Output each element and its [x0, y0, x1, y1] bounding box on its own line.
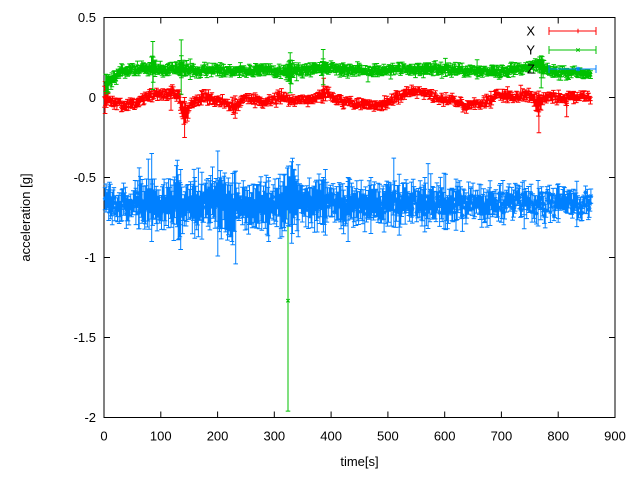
axis-ticks: [103, 17, 616, 418]
y-axis-label: acceleration [g]: [18, 173, 33, 261]
x-tick-label: 600: [434, 429, 456, 444]
series-x-markers: [102, 86, 593, 120]
y-tick-label: -1: [84, 250, 96, 265]
legend-sample-x: [548, 27, 597, 35]
x-axis-label: time[s]: [340, 454, 378, 469]
series-y: [103, 39, 597, 412]
legend-sample-z: [548, 65, 597, 73]
x-tick-label: 400: [320, 429, 342, 444]
y-tick-label: 0.5: [78, 10, 96, 25]
x-tick-label: 0: [100, 429, 107, 444]
series-y-markers: [103, 60, 593, 303]
legend-label-z: Z: [527, 62, 535, 77]
x-tick-label: 700: [491, 429, 513, 444]
series-x: [102, 27, 597, 138]
y-tick-label: -0.5: [74, 170, 96, 185]
x-tick-label: 500: [377, 429, 399, 444]
x-tick-label: 200: [207, 429, 229, 444]
series-z-markers: [102, 186, 594, 221]
plot-border: [103, 17, 616, 418]
x-tick-label: 900: [604, 429, 626, 444]
legend-sample-y: [548, 46, 597, 54]
x-tick-label: 300: [263, 429, 285, 444]
legend-label-x: X: [526, 24, 535, 39]
y-tick-label: -1.5: [74, 330, 96, 345]
x-tick-label: 100: [150, 429, 172, 444]
y-tick-label: -2: [84, 410, 96, 425]
series-z: [102, 65, 597, 265]
y-tick-label: 0: [89, 90, 96, 105]
x-tick-label: 800: [547, 429, 569, 444]
legend-label-y: Y: [526, 43, 535, 58]
